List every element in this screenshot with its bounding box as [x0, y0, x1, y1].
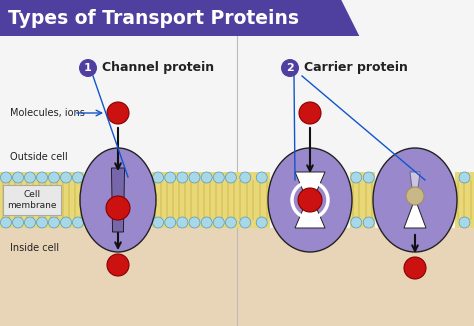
Circle shape	[36, 172, 47, 183]
Text: 1: 1	[84, 63, 92, 73]
Circle shape	[213, 217, 224, 228]
Text: Carrier protein: Carrier protein	[304, 62, 408, 75]
Circle shape	[25, 172, 36, 183]
Circle shape	[73, 217, 83, 228]
Circle shape	[0, 217, 11, 228]
FancyBboxPatch shape	[3, 185, 61, 215]
Circle shape	[73, 172, 83, 183]
Circle shape	[189, 217, 200, 228]
Circle shape	[256, 172, 267, 183]
Bar	[152, 172, 237, 228]
Bar	[455, 172, 474, 228]
Circle shape	[298, 188, 322, 212]
Circle shape	[164, 172, 176, 183]
Circle shape	[351, 172, 362, 183]
Text: Channel protein: Channel protein	[102, 62, 214, 75]
Circle shape	[25, 217, 36, 228]
Circle shape	[404, 257, 426, 279]
Circle shape	[240, 217, 251, 228]
Ellipse shape	[373, 148, 457, 252]
Text: Inside cell: Inside cell	[10, 243, 59, 253]
Circle shape	[177, 172, 188, 183]
Circle shape	[0, 172, 11, 183]
Circle shape	[61, 217, 72, 228]
Polygon shape	[404, 204, 426, 228]
Polygon shape	[295, 172, 325, 200]
Circle shape	[213, 172, 224, 183]
Polygon shape	[0, 0, 359, 36]
Circle shape	[459, 172, 470, 183]
Text: Types of Transport Proteins: Types of Transport Proteins	[8, 9, 299, 28]
Circle shape	[153, 217, 164, 228]
Circle shape	[107, 102, 129, 124]
Ellipse shape	[80, 148, 156, 252]
Circle shape	[201, 172, 212, 183]
Polygon shape	[111, 168, 125, 232]
Circle shape	[61, 172, 72, 183]
Bar	[0, 228, 474, 326]
Bar	[0, 36, 474, 326]
Bar	[350, 172, 375, 228]
Text: Molecules, ions: Molecules, ions	[10, 108, 85, 118]
Circle shape	[12, 217, 24, 228]
Circle shape	[406, 187, 424, 205]
Circle shape	[201, 217, 212, 228]
Circle shape	[459, 217, 470, 228]
Circle shape	[12, 172, 24, 183]
Circle shape	[48, 217, 60, 228]
Circle shape	[36, 217, 47, 228]
Circle shape	[226, 172, 237, 183]
Circle shape	[351, 217, 362, 228]
Bar	[237, 172, 270, 228]
Circle shape	[107, 254, 129, 276]
Circle shape	[299, 102, 321, 124]
Circle shape	[363, 217, 374, 228]
Text: Cell
membrane: Cell membrane	[7, 190, 57, 210]
Text: Outside cell: Outside cell	[10, 152, 68, 162]
Circle shape	[177, 217, 188, 228]
Circle shape	[281, 59, 299, 77]
Circle shape	[164, 217, 176, 228]
Circle shape	[363, 172, 374, 183]
Circle shape	[79, 59, 97, 77]
Circle shape	[256, 217, 267, 228]
Circle shape	[106, 196, 130, 220]
Polygon shape	[410, 172, 420, 196]
Circle shape	[153, 172, 164, 183]
Circle shape	[226, 217, 237, 228]
Polygon shape	[295, 200, 325, 228]
Text: 2: 2	[286, 63, 294, 73]
Ellipse shape	[268, 148, 352, 252]
Circle shape	[189, 172, 200, 183]
Bar	[0, 172, 84, 228]
Circle shape	[240, 172, 251, 183]
Circle shape	[48, 172, 60, 183]
